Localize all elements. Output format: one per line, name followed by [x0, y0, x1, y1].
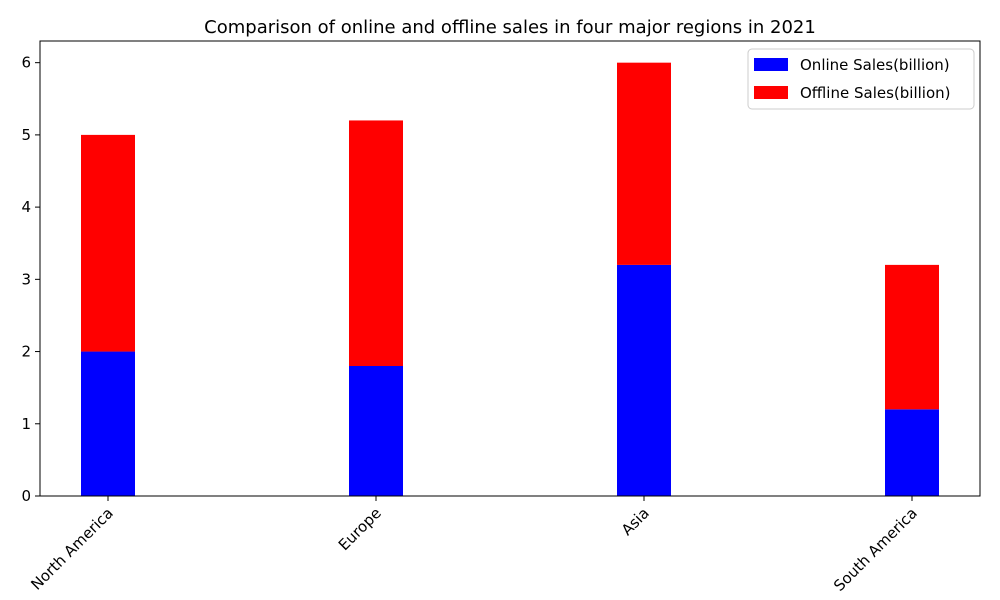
y-tick-label: 2: [21, 343, 31, 361]
y-tick-label: 1: [21, 415, 31, 433]
y-tick-label: 0: [21, 487, 31, 505]
bar-offline-1: [349, 120, 403, 366]
legend-swatch: [754, 86, 788, 99]
x-tick-label: Europe: [335, 504, 385, 554]
bar-offline-3: [885, 264, 939, 410]
bar-online-3: [885, 409, 939, 496]
y-tick-label: 5: [21, 126, 31, 144]
plot-frame: [39, 40, 981, 497]
legend-swatch: [754, 58, 788, 71]
legend: Online Sales(billion) Offline Sales(billi…: [747, 48, 975, 110]
bar-online-0: [81, 351, 135, 496]
legend-label: Online Sales(billion): [800, 56, 950, 74]
x-tick-label: Asia: [618, 504, 653, 539]
bar-online-2: [617, 264, 671, 496]
legend-label: Offline Sales(billion): [800, 84, 950, 102]
chart-title: Comparison of online and offline sales i…: [204, 17, 816, 38]
y-tick-label: 4: [21, 198, 31, 216]
bar-offline-2: [617, 62, 671, 265]
bar-online-1: [349, 366, 403, 496]
x-tick-label: South America: [830, 504, 921, 595]
y-tick-label: 6: [21, 54, 31, 72]
bar-offline-0: [81, 134, 135, 352]
y-tick-label: 3: [21, 270, 31, 288]
x-axis: North America Europe Asia South America: [27, 496, 921, 595]
x-tick-label: North America: [27, 504, 117, 594]
bars-layer: [81, 62, 939, 496]
y-axis: 0 1 2 3 4 5 6: [21, 54, 40, 505]
legend-box: [747, 48, 975, 110]
